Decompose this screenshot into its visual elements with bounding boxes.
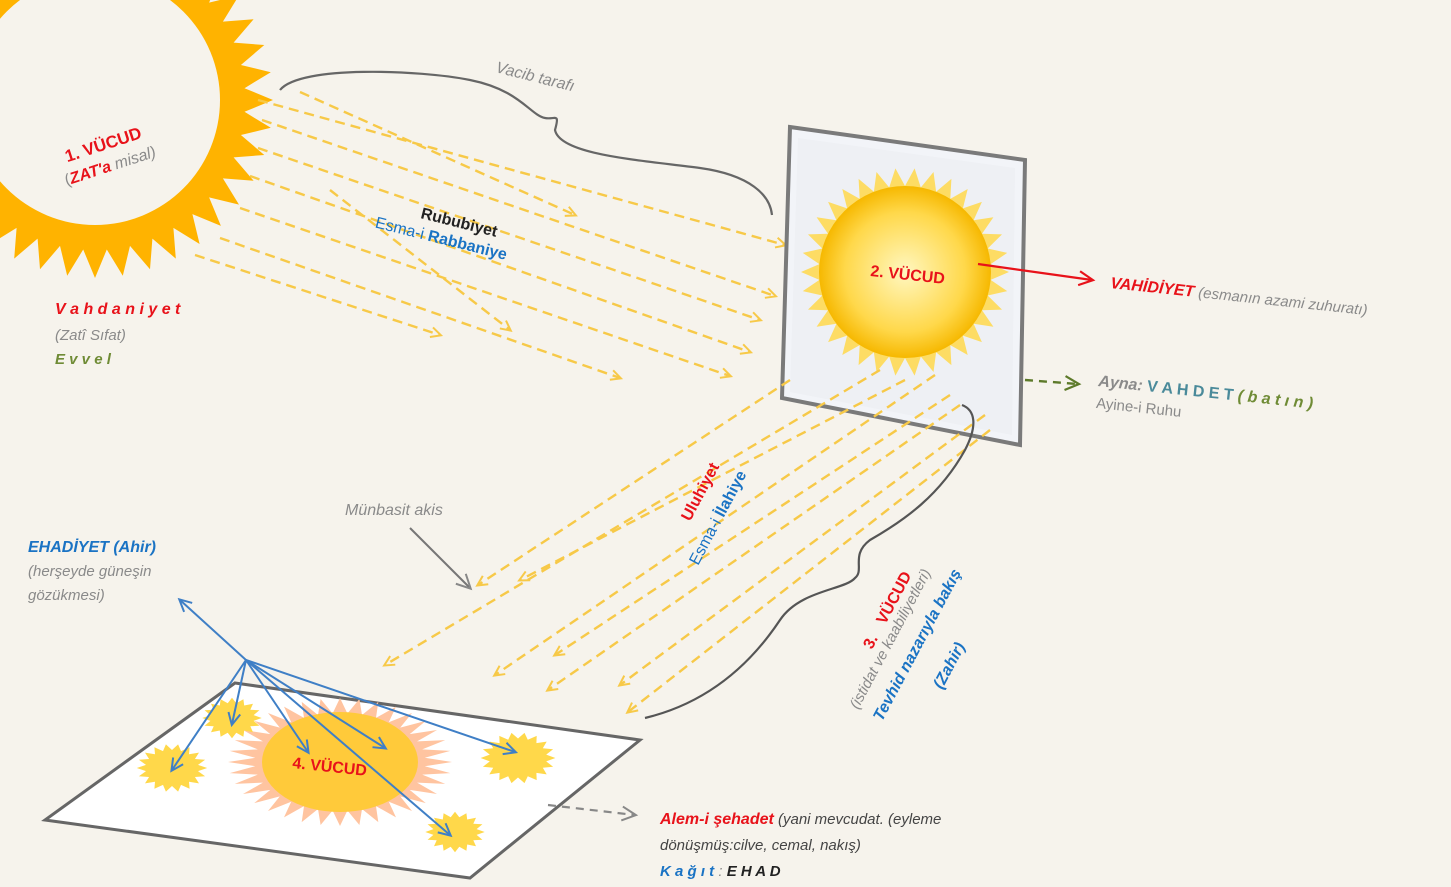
alem-title: Alem-i şehadet bbox=[659, 811, 774, 828]
kagit-label: K a ğ ı t bbox=[660, 863, 715, 880]
ehadiyet-title: EHADİYET (Ahir) bbox=[28, 538, 156, 556]
munbasit-arrow bbox=[409, 527, 473, 591]
rays-sun1-to-mirror bbox=[194, 90, 789, 381]
alem-arrow bbox=[547, 803, 639, 822]
munbasit-label: Münbasit akis bbox=[345, 502, 443, 519]
ayna-arrow bbox=[1024, 375, 1082, 392]
vahdaniyet-title: V a h d a n i y e t bbox=[55, 301, 181, 318]
ehad-label: E H A D bbox=[727, 863, 781, 880]
vacib-brace bbox=[279, 70, 774, 216]
evvel-label: E v v e l bbox=[55, 351, 112, 368]
sun-2-icon bbox=[801, 168, 1009, 376]
ehadiyet-line1: (herşeyde güneşin bbox=[28, 563, 151, 580]
vacib-label: Vacib tarafı bbox=[494, 59, 576, 95]
ehadiyet-line2: gözükmesi) bbox=[28, 587, 105, 604]
vahidiyet-desc: (esmanın azami zuhuratı) bbox=[1193, 284, 1368, 319]
vucud3-brace bbox=[644, 403, 975, 720]
ayna-label: Ayna: V A H D E T ( b a t ı n ) Ayine-i … bbox=[1095, 373, 1314, 421]
rububiyet-label: Rububiyet Esma-i Rabbaniye bbox=[373, 205, 508, 263]
alem-desc1: (yani mevcudat. (eyleme bbox=[774, 811, 942, 828]
vahidiyet-title: VAHİDİYET bbox=[1110, 274, 1197, 301]
svg-text:VAHİDİYET (esmanın azami zuhu: VAHİDİYET (esmanın azami zuhuratı) bbox=[1110, 274, 1369, 319]
batin-label: ( b a t ı n ) bbox=[1237, 388, 1314, 413]
ehadiyet-arrows bbox=[170, 597, 519, 838]
rays-mirror-to-paper bbox=[382, 368, 991, 714]
vahidiyet-arrow bbox=[977, 262, 1096, 287]
vahdaniyet-sub: (Zatî Sıfat) bbox=[55, 327, 126, 344]
ayna-title: Ayna: bbox=[1097, 373, 1148, 395]
alem-desc2: dönüşmüş:cilve, cemal, nakış) bbox=[660, 837, 861, 854]
sun-1-icon bbox=[0, 0, 273, 278]
vahidiyet-label: VAHİDİYET (esmanın azami zuhuratı) bbox=[1110, 274, 1369, 319]
ayine-ruhu-label: Ayine-i Ruhu bbox=[1095, 395, 1182, 421]
kagit-line: K a ğ ı t : E H A D bbox=[660, 863, 781, 880]
alem-line1: Alem-i şehadet (yani mevcudat. (eyleme bbox=[659, 811, 941, 828]
zahir-label: (Zahir) bbox=[931, 640, 969, 692]
